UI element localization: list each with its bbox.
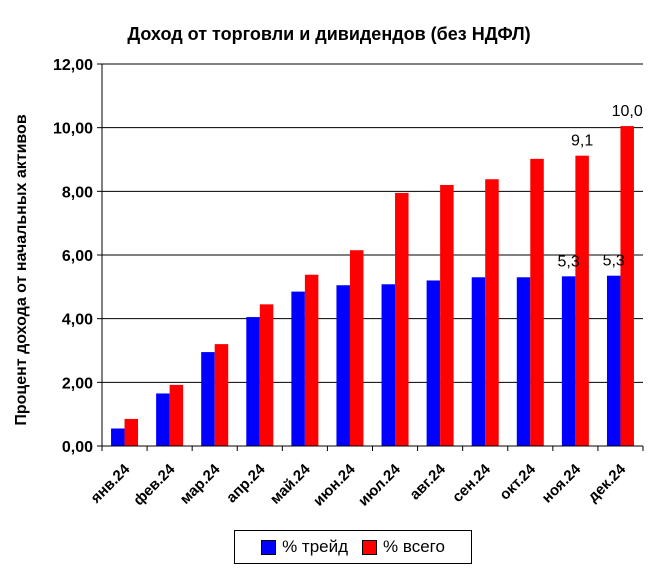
bar-total (440, 184, 454, 446)
bar-trade (561, 276, 576, 446)
x-tick-label: май.24 (267, 460, 314, 507)
x-tick-label: июл.24 (355, 460, 404, 509)
legend-swatch-total (362, 539, 378, 555)
y-tick-label: 6,00 (62, 248, 93, 265)
bar-total (485, 179, 499, 446)
y-tick-label: 0,00 (62, 439, 93, 456)
x-tick-label: дек.24 (585, 460, 630, 505)
data-label: 10,0 (612, 103, 643, 120)
y-tick-label: 8,00 (62, 184, 93, 201)
legend-label-total: % всего (383, 537, 445, 556)
bar-trade (111, 428, 125, 446)
legend-item-total: % всего (362, 537, 445, 557)
bar-total (620, 126, 634, 446)
legend-item-trade: % трейд (261, 537, 348, 557)
bar-trade (471, 277, 486, 446)
x-tick-label: ноя.24 (538, 460, 584, 506)
y-tick-label: 10,00 (53, 121, 93, 138)
x-tick-label: авг.24 (406, 460, 449, 503)
bar-total (259, 304, 274, 446)
legend-label-trade: % трейд (282, 537, 349, 556)
bar-trade (156, 393, 170, 446)
y-tick-label: 4,00 (62, 312, 93, 329)
y-tick-label: 2,00 (62, 375, 93, 392)
bar-total (349, 250, 364, 446)
bar-total (395, 192, 409, 446)
bar-trade (606, 275, 621, 446)
bar-total (214, 344, 229, 446)
y-axis-label: Процент дохода от начальных активов (13, 114, 30, 425)
x-tick-label: окт.24 (496, 460, 539, 503)
data-label: 5,3 (603, 253, 625, 270)
data-label: 5,3 (558, 253, 580, 270)
bar-trade (381, 284, 396, 446)
legend-swatch-trade (261, 539, 277, 555)
bar-trade (516, 277, 531, 446)
bar-trade (246, 317, 260, 446)
chart-title: Доход от торговли и дивидендов (без НДФЛ… (127, 24, 531, 44)
x-tick-label: фев.24 (130, 460, 179, 509)
bar-trade (201, 352, 215, 446)
y-tick-label: 12,00 (53, 57, 93, 74)
x-tick-label: янв.24 (87, 460, 133, 506)
bar-total (169, 384, 184, 446)
gridlines (102, 63, 643, 383)
legend: % трейд % всего (234, 530, 472, 564)
bar-trade (426, 280, 441, 446)
axes (97, 63, 644, 451)
bar-total (530, 158, 544, 446)
x-tick-label: сен.24 (449, 460, 494, 505)
data-label: 9,1 (571, 133, 593, 150)
x-tick-label: апр.24 (223, 460, 269, 506)
bar-trade (291, 291, 305, 446)
bar-total (575, 155, 589, 446)
bar-trade (336, 285, 350, 446)
bar-total (124, 418, 139, 446)
x-tick-label: мар.24 (177, 460, 224, 507)
x-tick-label: июн.24 (310, 460, 359, 509)
bar-total (304, 274, 319, 446)
bars (111, 126, 634, 446)
